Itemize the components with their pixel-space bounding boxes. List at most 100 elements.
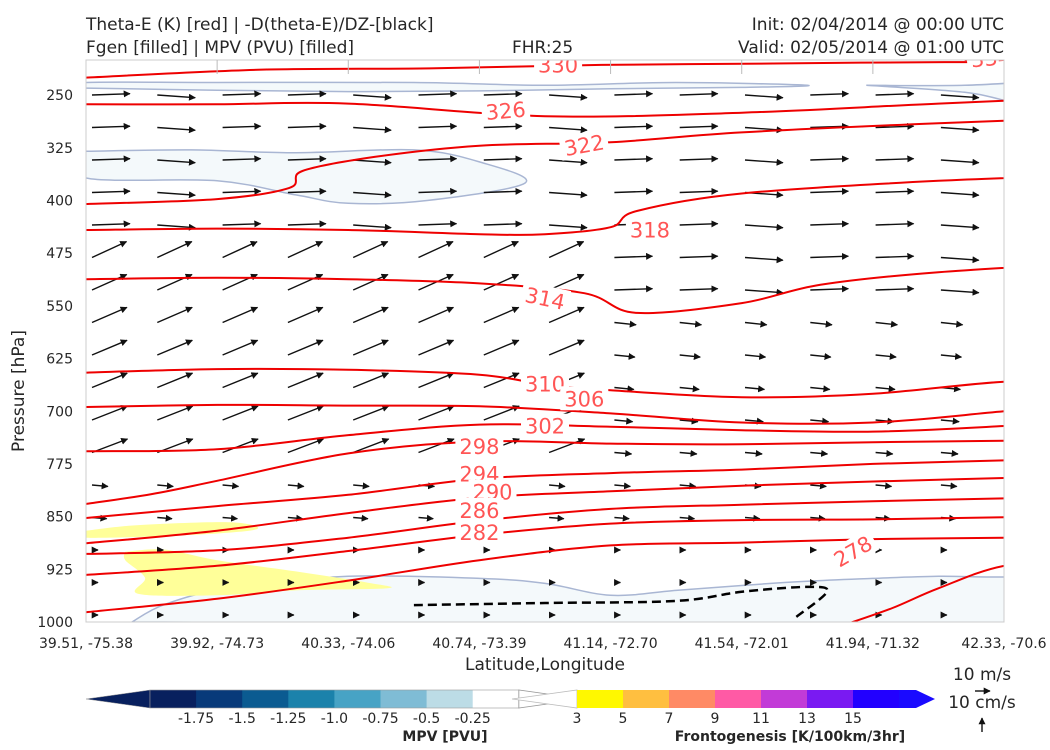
mpv-colorbar-extend-low bbox=[85, 689, 151, 709]
wind-arrow bbox=[418, 514, 434, 522]
wind-arrow bbox=[549, 158, 588, 166]
y-tick-label: 700 bbox=[46, 404, 73, 420]
wind-arrow bbox=[549, 126, 588, 134]
wind-reference-horizontal-label: 10 m/s bbox=[953, 665, 1011, 685]
wind-arrow bbox=[810, 449, 829, 457]
wind-arrow bbox=[91, 405, 129, 421]
wind-arrow bbox=[1006, 126, 1044, 127]
wind-arrow bbox=[418, 405, 455, 421]
wind-arrow bbox=[353, 223, 392, 231]
wind-arrow bbox=[157, 126, 196, 134]
mpv-colorbar-segment bbox=[288, 690, 335, 708]
wind-arrow bbox=[810, 352, 832, 360]
wind-arrow bbox=[940, 158, 980, 166]
wind-arrow bbox=[744, 385, 766, 393]
theta-e-contour-label: 306 bbox=[564, 387, 604, 411]
wind-arrow bbox=[1006, 159, 1044, 160]
wind-arrow bbox=[810, 385, 831, 393]
wind-arrow bbox=[222, 220, 262, 228]
fgen-colorbar-tick: 15 bbox=[844, 711, 862, 727]
wind-arrow bbox=[222, 437, 259, 454]
mpv-colorbar-segment bbox=[334, 690, 381, 708]
theta-e-contour-label: 326 bbox=[485, 98, 527, 125]
wind-arrow bbox=[679, 514, 696, 522]
y-tick-label: 400 bbox=[46, 194, 73, 210]
forecast-hour: FHR:25 bbox=[512, 38, 574, 58]
wind-arrow bbox=[875, 385, 896, 393]
x-tick-label: 42.33, -70.6 bbox=[961, 636, 1046, 652]
x-tick-label: 40.33, -74.06 bbox=[301, 636, 395, 652]
wind-arrow bbox=[810, 320, 833, 328]
wind-arrow bbox=[287, 306, 324, 324]
fgen-colorbar-segment bbox=[669, 690, 716, 708]
plot-frame bbox=[85, 59, 1005, 623]
wind-arrow bbox=[614, 449, 633, 457]
fgen-colorbar-segment bbox=[853, 690, 900, 708]
theta-e-contour-label: 310 bbox=[525, 373, 565, 397]
fgen-colorbar-segment bbox=[807, 690, 854, 708]
wind-arrow bbox=[679, 220, 719, 228]
wind-arrow bbox=[483, 240, 519, 259]
wind-arrow bbox=[940, 320, 964, 328]
theta-e-contour bbox=[86, 459, 1004, 519]
wind-arrow bbox=[91, 482, 109, 490]
wind-arrow bbox=[875, 122, 915, 130]
wind-arrow bbox=[614, 514, 630, 522]
wind-arrow bbox=[222, 405, 259, 421]
wind-arrow bbox=[548, 240, 585, 259]
wind-arrow bbox=[875, 187, 915, 195]
wind-arrow bbox=[744, 93, 784, 101]
theta-e-contour bbox=[86, 61, 1004, 79]
chart-title-line-2: Fgen [filled] | MPV (PVU) [filled] bbox=[86, 38, 355, 58]
wind-arrow bbox=[483, 220, 523, 228]
wind-arrow bbox=[483, 339, 520, 356]
wind-arrow bbox=[352, 240, 389, 259]
wind-arrow bbox=[679, 417, 699, 425]
wind-arrow bbox=[940, 352, 963, 360]
wind-arrow bbox=[222, 514, 238, 522]
wind-arrow bbox=[157, 93, 196, 101]
wind-arrow bbox=[222, 306, 259, 324]
x-tick-label: 40.74, -73.39 bbox=[432, 636, 526, 652]
y-tick-label: 850 bbox=[46, 510, 73, 526]
fgen-colorbar-segment bbox=[715, 690, 762, 708]
wind-arrow bbox=[940, 191, 980, 199]
fgen-colorbar-tick: 5 bbox=[619, 711, 628, 727]
wind-arrow bbox=[614, 187, 654, 195]
wind-arrow bbox=[287, 273, 324, 291]
theta-e-contour bbox=[86, 177, 1004, 236]
wind-arrow bbox=[1006, 388, 1025, 390]
wind-arrow bbox=[549, 514, 565, 522]
wind-arrow bbox=[287, 155, 327, 163]
wind-arrow bbox=[549, 191, 588, 199]
fgen-region-low-left bbox=[86, 522, 259, 538]
wind-arrow bbox=[679, 352, 701, 360]
mpv-colorbar-segment bbox=[472, 690, 520, 708]
wind-arrow bbox=[287, 240, 324, 259]
mpv-colorbar-segment bbox=[426, 690, 474, 708]
fgen-colorbar-tick: 9 bbox=[711, 711, 720, 727]
wind-arrow bbox=[91, 155, 131, 163]
wind-arrow bbox=[875, 285, 915, 293]
wind-arrow bbox=[1006, 485, 1022, 486]
dthetae-dz-contour bbox=[413, 585, 829, 620]
wind-arrow bbox=[353, 126, 392, 134]
mpv-colorbar-tick: -1.5 bbox=[229, 711, 256, 727]
wind-arrow bbox=[744, 223, 784, 231]
wind-arrow bbox=[614, 155, 654, 163]
wind-arrow bbox=[418, 90, 458, 98]
fgen-colorbar-tick: 3 bbox=[573, 711, 582, 727]
wind-arrow bbox=[1006, 323, 1028, 325]
wind-arrow bbox=[549, 223, 588, 231]
theta-e-contour-label: 286 bbox=[459, 499, 499, 523]
wind-arrow bbox=[157, 240, 193, 259]
y-tick-label: 1000 bbox=[37, 615, 73, 631]
wind-arrow bbox=[353, 158, 392, 166]
wind-arrow bbox=[679, 155, 719, 163]
fgen-colorbar-tick: 7 bbox=[665, 711, 674, 727]
wind-arrow bbox=[679, 482, 697, 490]
wind-arrow bbox=[418, 240, 454, 259]
chart-title-line-1: Theta-E (K) [red] | -D(theta-E)/DZ-[blac… bbox=[86, 15, 434, 35]
wind-arrow bbox=[287, 405, 324, 421]
